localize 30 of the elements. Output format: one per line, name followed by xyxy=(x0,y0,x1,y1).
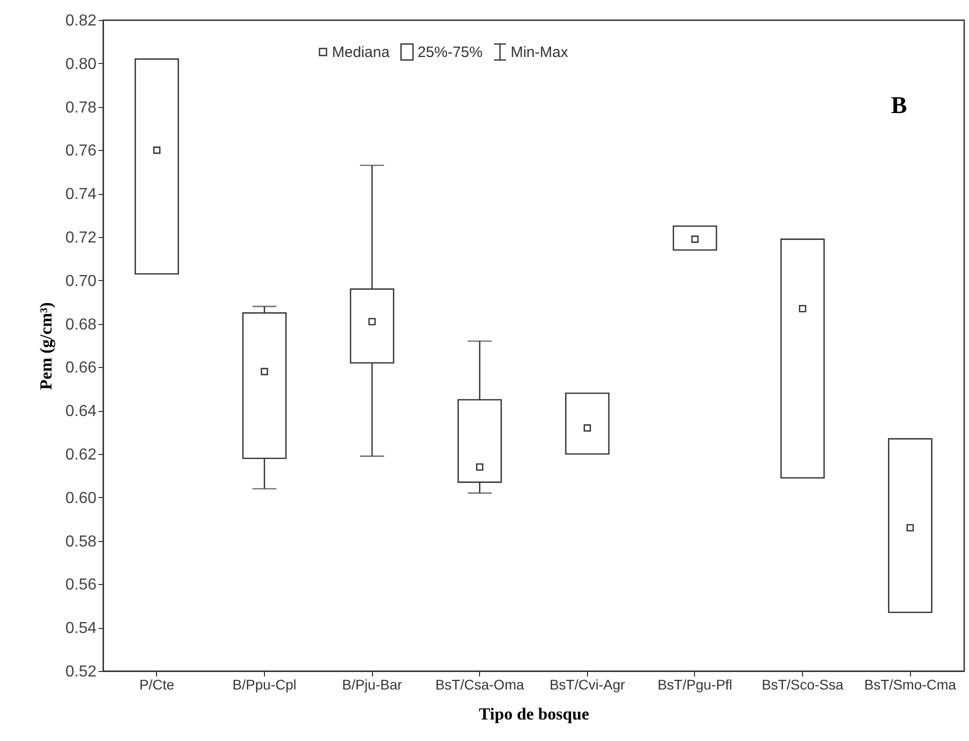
x-tick-label: BsT/Pgu-Pfl xyxy=(658,676,732,692)
y-tick-label: 0.52 xyxy=(65,664,97,680)
x-axis-title: Tipo de bosque xyxy=(478,704,590,724)
y-tick-label: 0.80 xyxy=(65,56,97,73)
x-tick-label: B/Ppu-Cpl xyxy=(232,676,296,692)
y-tick-label: 0.62 xyxy=(65,446,97,464)
y-tick-label: 0.72 xyxy=(65,230,97,246)
y-axis-title: Pem (g/cm³) xyxy=(36,302,56,390)
y-tick-label: 0.66 xyxy=(65,360,97,377)
x-tick-label: BsT/Csa-Oma xyxy=(435,676,524,692)
annotation: 25%-75% xyxy=(418,44,483,60)
annotation: B xyxy=(891,93,908,120)
y-tick-label: 0.60 xyxy=(65,490,97,507)
y-tick-label: 0.56 xyxy=(65,576,97,594)
y-tick-label: 0.76 xyxy=(65,142,97,160)
annotation: Mediana xyxy=(332,44,390,60)
y-tick-label: 0.70 xyxy=(65,272,97,290)
x-tick-label: BsT/Sco-Ssa xyxy=(762,676,844,692)
x-tick-label: P/Cte xyxy=(139,676,175,692)
annotation: Min-Max xyxy=(510,44,568,60)
y-tick-label: 0.64 xyxy=(65,403,97,420)
x-tick-label: BsT/Cvi-Agr xyxy=(550,676,626,692)
y-tick-label: 0.78 xyxy=(65,99,97,116)
y-tick-label: 0.68 xyxy=(65,316,97,334)
y-tick-label: 0.54 xyxy=(65,620,97,638)
y-tick-label: 0.82 xyxy=(65,12,97,30)
x-tick-label: B/Pju-Bar xyxy=(342,676,402,692)
x-tick-label: BsT/Smo-Cma xyxy=(864,676,956,692)
y-tick-label: 0.58 xyxy=(65,533,97,550)
y-tick-label: 0.74 xyxy=(65,186,97,204)
